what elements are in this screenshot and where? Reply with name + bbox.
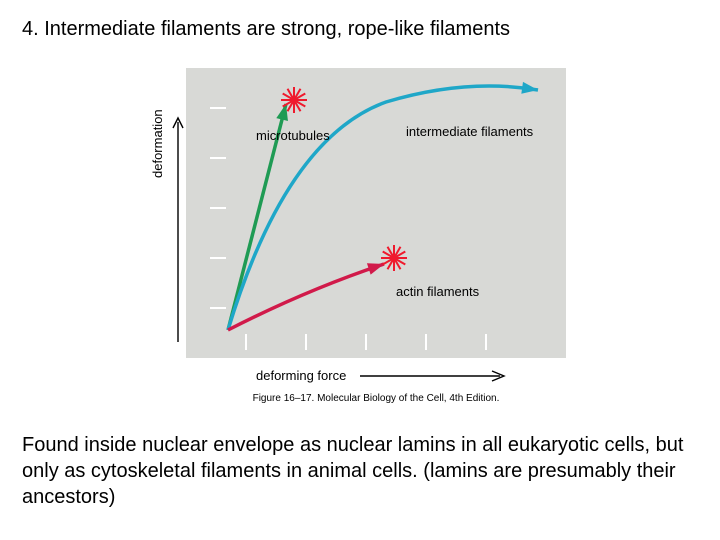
y-axis-label: deformation xyxy=(150,109,165,178)
chart-svg xyxy=(186,68,566,358)
chart-plot-area: microtubules intermediate filaments acti… xyxy=(186,68,566,358)
label-microtubules: microtubules xyxy=(256,128,330,143)
x-axis-row: deforming force xyxy=(186,358,566,389)
y-axis-arrow-icon xyxy=(172,114,184,344)
x-axis-arrow-icon xyxy=(358,370,508,382)
figure-caption: Figure 16–17. Molecular Biology of the C… xyxy=(186,393,566,404)
label-intermediate-filaments: intermediate filaments xyxy=(406,124,533,139)
label-actin-filaments: actin filaments xyxy=(396,284,479,299)
page-heading: 4. Intermediate filaments are strong, ro… xyxy=(22,18,510,41)
x-axis-label: deforming force xyxy=(256,368,346,383)
plot-background xyxy=(186,68,566,358)
body-text: Found inside nuclear envelope as nuclear… xyxy=(22,432,702,510)
figure-container: deformation xyxy=(148,68,568,404)
